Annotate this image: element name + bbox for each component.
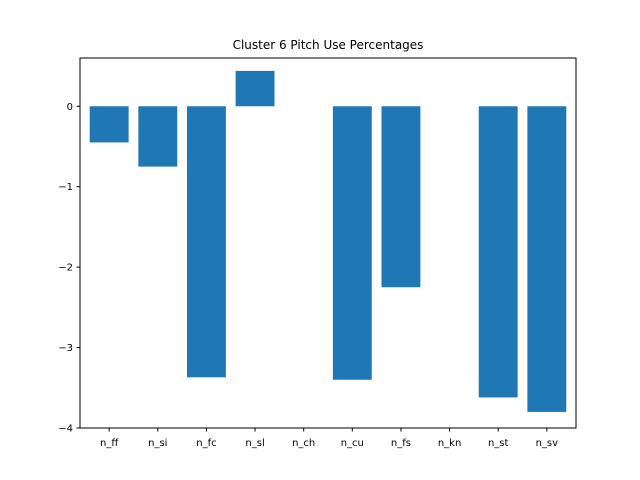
plot-frame xyxy=(79,57,577,429)
chart-title: Cluster 6 Pitch Use Percentages xyxy=(233,38,424,52)
x-tick-label-n_fc: n_fc xyxy=(196,438,216,449)
y-tick-label: −2 xyxy=(58,263,73,274)
bar-n_fc xyxy=(186,106,226,378)
y-tick-label: −4 xyxy=(58,424,73,435)
bar-n_fs xyxy=(381,106,421,288)
x-axis: n_ff n_si n_fc n_sl n_ch n_cu n_fs n_kn n_st n_sv xyxy=(100,428,558,449)
bar-n_cu xyxy=(332,106,372,380)
x-tick-label-n_sv: n_sv xyxy=(536,438,559,449)
bar-n_si xyxy=(138,106,178,167)
bar-n_st xyxy=(478,106,518,398)
y-tick-label: 0 xyxy=(67,102,73,113)
bar-n_ff xyxy=(89,106,129,143)
y-tick-label: −3 xyxy=(58,343,73,354)
x-tick-label-n_kn: n_kn xyxy=(438,438,461,449)
x-tick-label-n_fs: n_fs xyxy=(391,438,411,449)
bar-n_sv xyxy=(527,106,567,412)
x-tick-label-n_ch: n_ch xyxy=(292,438,315,449)
x-tick-label-n_ff: n_ff xyxy=(100,438,119,449)
x-tick-label-n_st: n_st xyxy=(488,438,509,449)
x-tick-label-n_cu: n_cu xyxy=(341,438,364,449)
bars-group xyxy=(89,70,567,412)
y-tick-label: −1 xyxy=(58,182,73,193)
x-tick-label-n_sl: n_sl xyxy=(245,438,264,449)
x-tick-label-n_si: n_si xyxy=(148,438,167,449)
y-axis: 0 −1 −2 −3 −4 xyxy=(58,102,80,435)
bar-n_sl xyxy=(235,70,275,107)
